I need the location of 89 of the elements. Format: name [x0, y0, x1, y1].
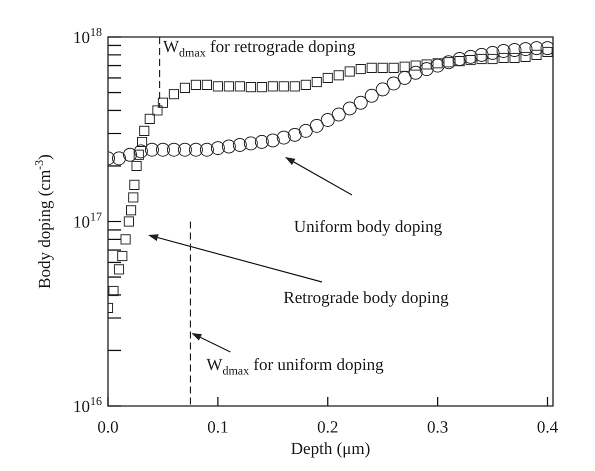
- x-tick-label: 0.3: [427, 418, 448, 437]
- point: [290, 81, 300, 92]
- point: [530, 41, 544, 56]
- point: [268, 81, 278, 92]
- point: [486, 46, 500, 60]
- point: [246, 82, 256, 92]
- point: [520, 52, 531, 62]
- point: [312, 76, 322, 88]
- point: [430, 58, 445, 73]
- point: [398, 70, 412, 85]
- point: [320, 112, 335, 127]
- point: [212, 81, 223, 92]
- point: [166, 142, 181, 157]
- point: [408, 66, 423, 80]
- x-axis-title: Depth (μm): [290, 439, 370, 458]
- point: [168, 89, 180, 100]
- point: [144, 114, 155, 124]
- point: [114, 264, 124, 274]
- point: [344, 66, 355, 77]
- point: [254, 134, 269, 149]
- point: [126, 205, 136, 216]
- point: [128, 192, 138, 203]
- point: [202, 80, 212, 90]
- point: [256, 82, 267, 92]
- point: [117, 250, 128, 262]
- point: [531, 50, 542, 60]
- point: [366, 62, 377, 73]
- annotation: Uniform body doping: [294, 217, 443, 236]
- point: [200, 142, 214, 157]
- point: [508, 43, 522, 58]
- point: [152, 105, 163, 116]
- point: [322, 72, 333, 84]
- point: [190, 80, 201, 90]
- point: [509, 52, 520, 64]
- point: [180, 82, 190, 93]
- point: [178, 142, 192, 157]
- point: [452, 52, 467, 66]
- point: [332, 108, 346, 122]
- point: [464, 50, 478, 64]
- point: [276, 130, 291, 145]
- point: [300, 80, 311, 90]
- point: [112, 151, 126, 166]
- point: [518, 42, 533, 56]
- x-tick-label: 0.4: [536, 418, 559, 437]
- point: [496, 44, 511, 58]
- point: [364, 88, 379, 103]
- point: [298, 124, 313, 138]
- point: [487, 54, 498, 64]
- point: [288, 128, 302, 142]
- point: [498, 52, 509, 64]
- point: [122, 148, 137, 162]
- x-tick-label: 0.1: [207, 418, 228, 437]
- annotation: Retrograde body doping: [283, 288, 450, 307]
- point: [134, 144, 148, 158]
- point: [156, 142, 170, 157]
- point: [144, 142, 159, 157]
- point: [234, 81, 245, 92]
- point: [232, 138, 247, 152]
- point: [139, 126, 150, 136]
- point: [310, 118, 324, 133]
- point: [120, 234, 131, 244]
- point: [334, 70, 344, 80]
- point: [158, 98, 168, 108]
- point: [131, 160, 142, 172]
- point: [136, 136, 148, 148]
- point: [222, 139, 236, 154]
- y-axis-title: Body doping (cm-3): [32, 154, 54, 289]
- point: [474, 48, 489, 62]
- point: [108, 286, 119, 296]
- point: [342, 101, 357, 116]
- point: [224, 81, 234, 92]
- point: [266, 133, 280, 148]
- point: [378, 62, 388, 73]
- point: [386, 76, 401, 90]
- point: [210, 141, 225, 156]
- point: [420, 62, 434, 76]
- x-tick-label: 0.2: [317, 418, 338, 437]
- point: [354, 96, 368, 110]
- point: [244, 136, 258, 150]
- point: [388, 62, 399, 73]
- point: [129, 180, 140, 190]
- x-tick-label: 0.0: [97, 418, 119, 437]
- point: [124, 216, 134, 227]
- point: [400, 62, 410, 72]
- point: [188, 142, 203, 157]
- point: [376, 82, 390, 96]
- point: [410, 60, 421, 71]
- point: [278, 81, 289, 92]
- point: [356, 64, 366, 74]
